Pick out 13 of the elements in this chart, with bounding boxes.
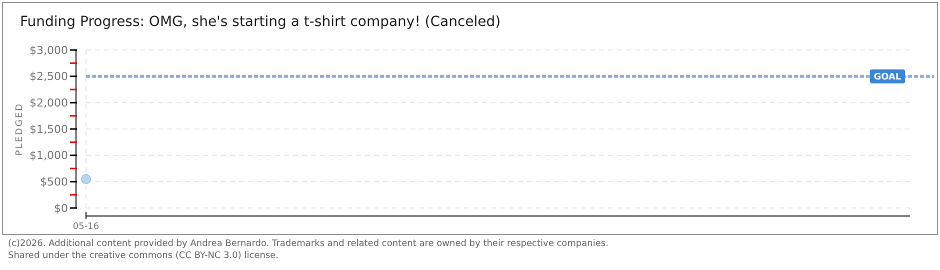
y-tick-label: $1,500: [30, 122, 68, 136]
text: Funding Progress: OMG, she's starting a t-shirt company! (Canceled): [20, 14, 501, 30]
y-tick-label: $2,500: [30, 70, 68, 84]
y-tick-label: $1,000: [30, 149, 68, 162]
ref-line-label: GOAL: [874, 72, 902, 82]
y-tick-label: $0: [54, 202, 68, 215]
y-axis-title: PLEDGED: [15, 102, 25, 156]
x-tick-label: 05-16: [72, 222, 100, 232]
y-tick-label: $3,000: [30, 44, 68, 57]
text: Shared under the creative commons (CC BY-NC 3.0) license.: [8, 251, 279, 261]
y-tick-label: $2,000: [30, 96, 68, 110]
y-tick-label: $500: [40, 176, 68, 189]
text: (c)2026. Additional content provided by Andrea Bernardo. Trademarks and related content are owned by their respective companies.: [8, 239, 608, 249]
